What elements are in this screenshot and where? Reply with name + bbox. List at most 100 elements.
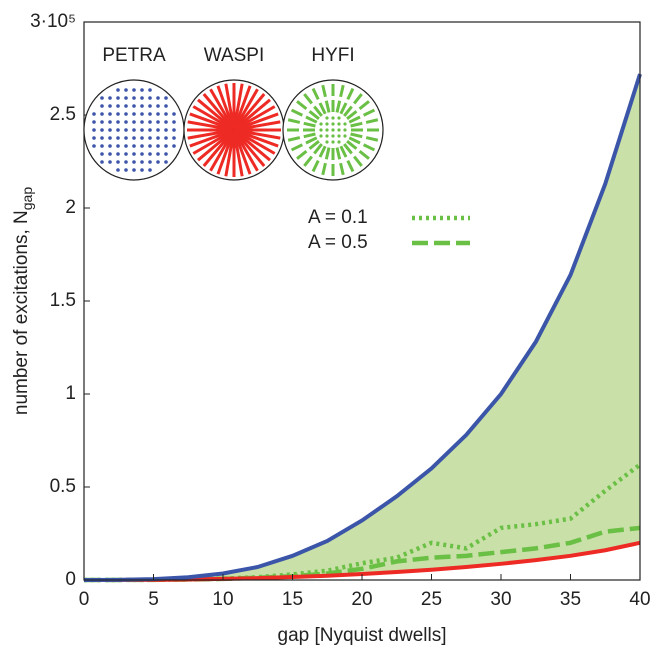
inset-dot <box>319 122 323 126</box>
inset-spoke <box>305 115 318 124</box>
inset-spoke <box>362 143 376 152</box>
inset-spoke <box>311 87 320 101</box>
inset-dot <box>124 152 128 156</box>
inset-dot <box>172 112 176 116</box>
inset-dot <box>108 112 112 116</box>
inset-dot <box>156 128 160 132</box>
inset-spoke <box>362 108 376 117</box>
inset-dot <box>108 128 112 132</box>
inset-dot <box>337 122 341 126</box>
inset: WASPI <box>183 45 285 181</box>
inset-dot <box>124 96 128 100</box>
inset-dot <box>132 96 136 100</box>
inset-dot <box>148 88 152 92</box>
inset-spoke <box>339 102 348 115</box>
inset-dot <box>331 140 335 144</box>
inset-dot <box>172 136 176 140</box>
inset-dot <box>132 152 136 156</box>
inset-dot <box>337 128 341 132</box>
inset-dot <box>100 136 104 140</box>
inset-dot <box>140 160 144 164</box>
x-tick-label: 15 <box>282 589 303 610</box>
inset-dot <box>337 116 341 120</box>
x-axis-label: gap [Nyquist dwells] <box>278 625 447 646</box>
inset-dot <box>156 160 160 164</box>
inset-dot <box>325 128 329 132</box>
inset-label: HYFI <box>311 45 354 66</box>
y-axis-label-main: number of excitations, N <box>11 210 32 415</box>
inset-dot <box>116 128 120 132</box>
inset-spoke <box>311 159 320 173</box>
x-tick-label: 5 <box>148 589 159 610</box>
inset-spoke <box>335 147 342 160</box>
inset-dot <box>124 136 128 140</box>
inset-dot <box>100 160 104 164</box>
inset-dot <box>156 144 160 148</box>
inset-dot <box>164 112 168 116</box>
inset-dot <box>108 160 112 164</box>
inset-spoke <box>343 143 353 155</box>
inset-dot <box>331 116 335 120</box>
inset-dot <box>164 128 168 132</box>
y-axis-label: number of excitations, Ngap <box>11 187 35 415</box>
inset-spoke <box>290 108 304 117</box>
inset-dot <box>319 128 323 132</box>
inset-dot <box>108 120 112 124</box>
inset-dot <box>124 120 128 124</box>
inset-dot <box>140 128 144 132</box>
inset-dot <box>343 128 347 132</box>
inset-dot <box>164 120 168 124</box>
inset-dot <box>325 116 329 120</box>
inset-dot <box>124 160 128 164</box>
inset-spoke <box>318 145 327 158</box>
inset-spoke <box>324 147 331 160</box>
inset-dot <box>156 96 160 100</box>
inset-dot <box>172 144 176 148</box>
inset-label: PETRA <box>102 45 166 66</box>
inset-dot <box>108 144 112 148</box>
inset-dot <box>92 128 96 132</box>
inset-dot <box>337 140 341 144</box>
inset-spoke <box>296 150 308 160</box>
inset-dot <box>140 88 144 92</box>
inset-spoke <box>346 159 355 173</box>
inset-dot <box>172 128 176 132</box>
inset-dot <box>124 168 128 172</box>
inset-dot <box>164 104 168 108</box>
inset-dot <box>156 112 160 116</box>
inset-dot <box>148 152 152 156</box>
inset-spoke <box>287 118 301 124</box>
inset-dot <box>331 134 335 138</box>
inset-dot <box>116 160 120 164</box>
inset-spoke <box>346 110 358 120</box>
inset-spoke <box>233 120 281 132</box>
inset-spoke <box>321 84 327 98</box>
inset-dot <box>325 122 329 126</box>
inset-dot <box>164 144 168 148</box>
inset-dot <box>100 112 104 116</box>
inset-dot <box>343 134 347 138</box>
inset-dot <box>140 96 144 100</box>
inset-dot <box>140 136 144 140</box>
inset-dot <box>164 136 168 140</box>
inset-spoke <box>343 105 353 117</box>
inset-dot <box>132 88 136 92</box>
inset-dot <box>116 168 120 172</box>
inset-spoke <box>365 136 379 142</box>
y-tick-label: 2.5 <box>50 104 76 125</box>
inset-dot <box>92 120 96 124</box>
inset-spoke <box>348 136 361 145</box>
inset-dot <box>164 96 168 100</box>
inset-dot <box>100 128 104 132</box>
y-tick-label: 2 <box>65 197 76 218</box>
inset-dot <box>156 120 160 124</box>
inset-spoke <box>339 145 348 158</box>
inset-dot <box>132 104 136 108</box>
inset-dot <box>124 104 128 108</box>
inset-dot <box>132 120 136 124</box>
inset-spoke <box>350 121 363 128</box>
inset-dot <box>148 104 152 108</box>
inset-spoke <box>303 93 313 105</box>
inset-spoke <box>346 87 355 101</box>
inset-dot <box>92 112 96 116</box>
